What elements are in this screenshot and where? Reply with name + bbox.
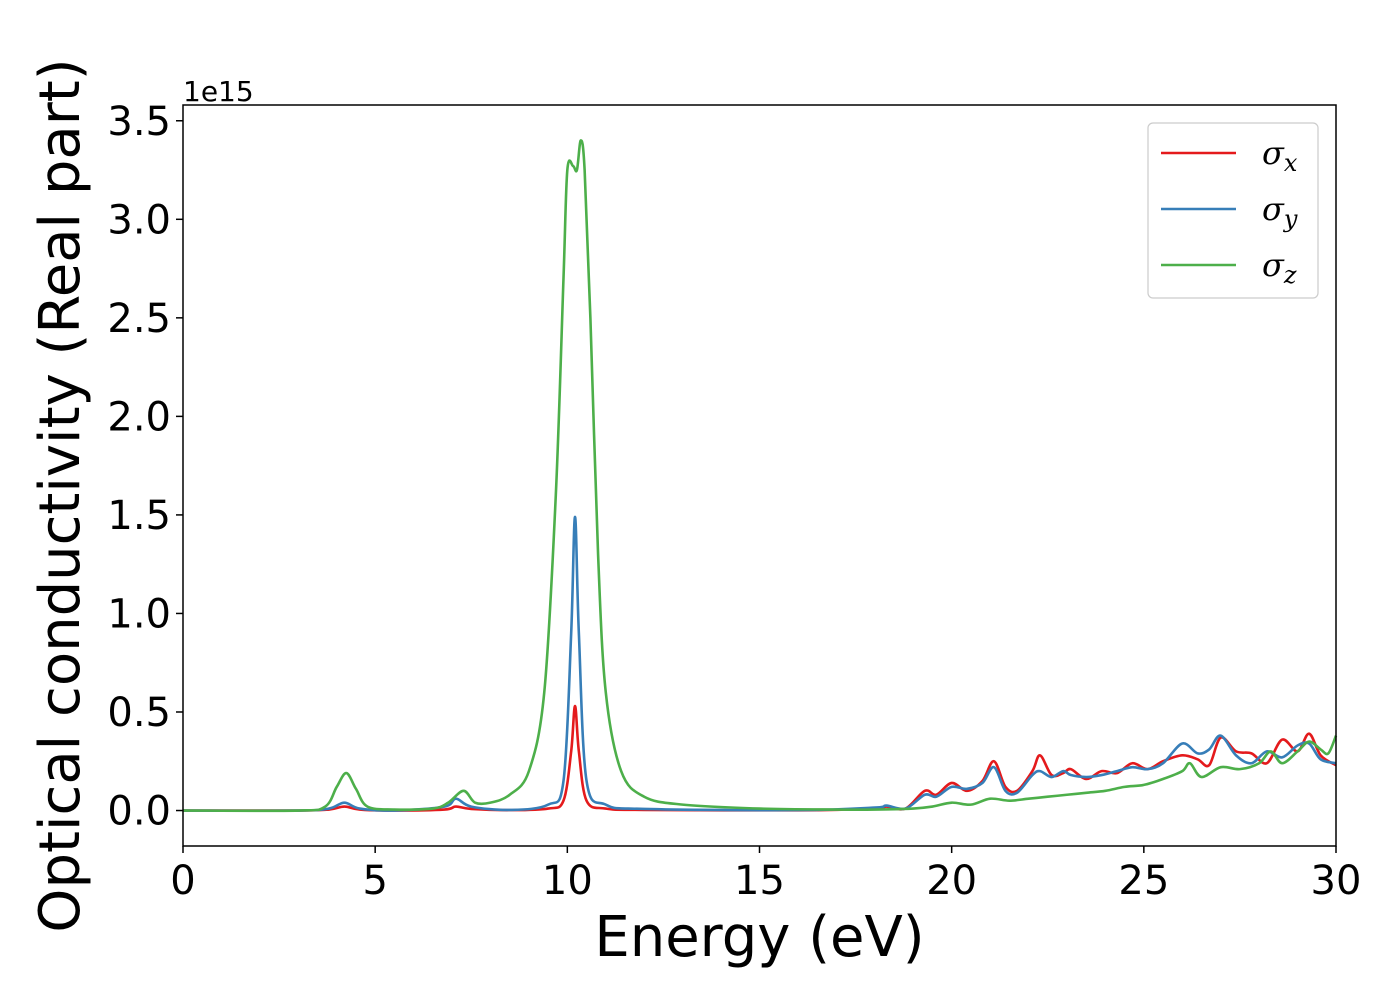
series-line-y [182, 515, 1337, 812]
y-tick-label: 2.5 [107, 296, 171, 342]
y-tick-label: 3.0 [107, 197, 171, 243]
y-tick-label: 1.0 [107, 591, 171, 637]
series-line-z [182, 139, 1338, 813]
y-axis-ticks: 0.0 0.5 1.0 1.5 2.0 2.5 3.0 3.5 [107, 99, 183, 835]
x-axis-label: Energy (eV) [594, 905, 924, 970]
y-axis-label: Optical conductivity (Real part) [28, 58, 93, 932]
x-tick-label: 5 [362, 858, 387, 904]
x-axis-ticks: 0 5 10 15 20 25 30 [170, 846, 1361, 904]
y-axis-offset-label: 1e15 [183, 75, 254, 108]
y-tick-label: 0.0 [107, 789, 171, 835]
x-tick-label: 30 [1311, 858, 1362, 904]
y-tick-label: 0.5 [107, 690, 171, 736]
y-tick-label: 1.5 [107, 493, 171, 539]
x-tick-label: 20 [926, 858, 977, 904]
y-tick-label: 2.0 [107, 394, 171, 440]
x-tick-label: 10 [542, 858, 593, 904]
x-tick-label: 0 [170, 858, 195, 904]
x-tick-label: 25 [1118, 858, 1169, 904]
legend-frame [1147, 122, 1319, 299]
x-tick-label: 15 [734, 858, 785, 904]
series-layer [182, 139, 1338, 813]
y-tick-label: 3.5 [107, 99, 171, 145]
